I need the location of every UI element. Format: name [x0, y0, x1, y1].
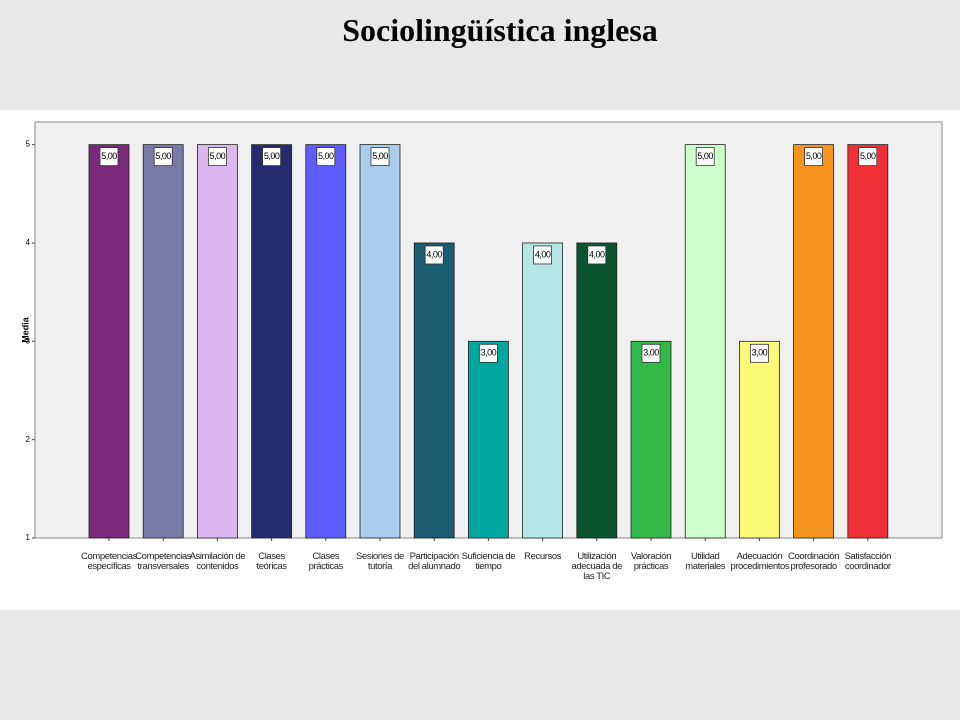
- value-label-box: [207, 147, 227, 167]
- value-label: 5,00: [860, 151, 876, 161]
- value-label: 5,00: [101, 151, 117, 161]
- bar: [684, 144, 726, 539]
- bar: [522, 242, 563, 539]
- value-label: 5,00: [155, 151, 171, 161]
- value-label: 3,00: [481, 348, 497, 358]
- x-tick-label: Valoración prácticas: [630, 551, 672, 572]
- value-label-box: [533, 245, 552, 265]
- value-label: 5,00: [806, 151, 822, 161]
- value-label: 4,00: [535, 249, 551, 259]
- value-label-box: [695, 147, 715, 167]
- y-axis-label: Media: [20, 316, 30, 343]
- value-label-box: [804, 147, 823, 167]
- y-tick-label: 3: [26, 336, 31, 345]
- bar: [739, 340, 780, 539]
- x-tick-label: Competencias transversales: [135, 551, 192, 572]
- value-label: 5,00: [318, 151, 334, 161]
- value-label-box: [370, 147, 390, 167]
- y-tick-label: 1: [26, 533, 31, 542]
- x-tick-label: Utilización adecuada de las TIC: [571, 551, 623, 582]
- x-tick-label: Utilidad materiales: [685, 551, 726, 572]
- value-label: 3,00: [643, 348, 659, 358]
- x-tick-label: Participación del alumnado: [408, 551, 461, 572]
- bar: [196, 144, 238, 539]
- bar: [630, 340, 672, 539]
- value-label: 5,00: [372, 151, 388, 161]
- value-label: 5,00: [210, 151, 226, 161]
- x-tick-label: Adecuación procedimientos: [730, 551, 790, 572]
- bar: [413, 242, 455, 539]
- value-label-box: [153, 147, 173, 167]
- value-label: 5,00: [697, 151, 713, 161]
- bar: [576, 242, 618, 539]
- x-tick-label: Clases prácticas: [308, 551, 344, 572]
- value-label-box: [858, 147, 878, 167]
- x-tick-label: Suficiencia de tiempo: [461, 551, 516, 572]
- x-tick-label: Competencias específicas: [81, 551, 137, 572]
- chart-title: Sociolingüística inglesa: [342, 12, 658, 48]
- bar: [793, 144, 834, 539]
- value-label-box: [478, 343, 498, 363]
- value-label-box: [424, 245, 444, 265]
- bar: [467, 340, 509, 539]
- bar: [88, 144, 130, 539]
- value-label-box: [316, 147, 336, 167]
- x-tick-label: Recursos: [524, 551, 562, 562]
- value-label: 4,00: [426, 249, 442, 259]
- x-tick-label: Clases teóricas: [256, 551, 287, 572]
- y-tick-label: 2: [26, 435, 31, 444]
- y-tick-label: 5: [26, 140, 31, 149]
- x-tick-label: Coordinación profesorado: [788, 551, 840, 572]
- value-label-box: [750, 343, 769, 363]
- bar: [847, 144, 889, 539]
- value-label-box: [262, 147, 282, 167]
- value-label: 5,00: [264, 151, 280, 161]
- y-tick-label: 4: [26, 238, 31, 247]
- bar: [251, 144, 293, 539]
- x-tick-label: Sesiones de tutoría: [356, 551, 404, 572]
- value-label-box: [587, 245, 607, 265]
- value-label: 4,00: [589, 249, 605, 259]
- x-tick-label: Satisfacción coordinador: [844, 551, 892, 572]
- bar: [359, 144, 401, 539]
- value-label: 3,00: [752, 348, 768, 358]
- value-label-box: [641, 343, 661, 363]
- bar: [305, 144, 347, 539]
- x-tick-label: Asimilación de contenidos: [189, 551, 246, 572]
- value-label-box: [99, 147, 119, 167]
- bar: [142, 144, 184, 539]
